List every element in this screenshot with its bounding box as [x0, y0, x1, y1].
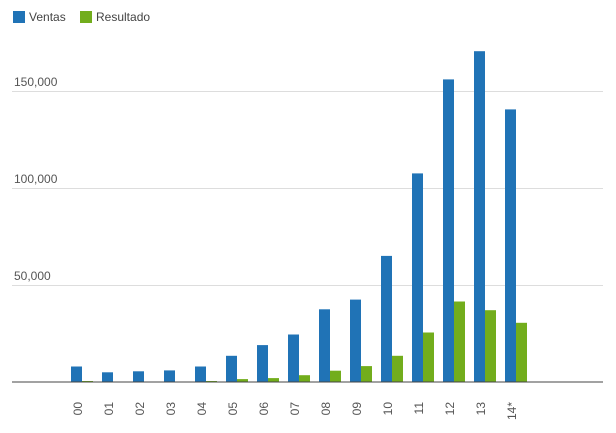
x-tick-label: 01	[102, 402, 116, 416]
x-tick-label: 08	[319, 402, 333, 416]
x-tick-label: 11	[412, 402, 426, 415]
bar-resultado-08	[330, 370, 341, 382]
bar-ventas-02	[133, 371, 144, 382]
bar-ventas-06	[257, 345, 268, 382]
bar-ventas-03	[164, 370, 175, 382]
x-tick-label: 09	[350, 402, 364, 416]
x-tick-label: 05	[226, 402, 240, 416]
bar-resultado-06	[268, 378, 279, 382]
bars	[71, 51, 527, 383]
bar-resultado-11	[423, 332, 434, 382]
bar-resultado-14*	[516, 322, 527, 382]
legend-swatch-resultado	[80, 11, 92, 23]
bar-ventas-05	[226, 355, 237, 382]
y-tick-label: 50,000	[14, 269, 51, 283]
bar-resultado-09	[361, 366, 372, 382]
bar-ventas-08	[319, 309, 330, 383]
x-tick-label: 03	[164, 402, 178, 416]
bar-ventas-13	[474, 51, 485, 382]
bar-resultado-12	[454, 301, 465, 382]
bar-ventas-11	[412, 173, 423, 382]
legend-swatch-ventas	[13, 11, 25, 23]
y-axis-ticks: 50,000 100,000 150,000	[14, 75, 58, 283]
y-tick-label: 100,000	[14, 172, 58, 186]
bar-ventas-10	[381, 255, 392, 382]
legend-label-ventas: Ventas	[29, 10, 66, 24]
bar-ventas-00	[71, 366, 82, 382]
gridlines	[12, 91, 603, 286]
y-tick-label: 150,000	[14, 75, 58, 89]
x-tick-label: 14*	[505, 402, 519, 420]
bar-ventas-04	[195, 366, 206, 382]
x-tick-label: 12	[443, 402, 457, 416]
x-tick-label: 13	[474, 402, 488, 416]
x-tick-label: 00	[71, 402, 85, 416]
x-tick-label: 07	[288, 402, 302, 416]
bar-resultado-10	[392, 355, 403, 382]
legend: Ventas Resultado	[13, 10, 150, 24]
bar-resultado-13	[485, 310, 496, 382]
bar-ventas-07	[288, 334, 299, 382]
bar-ventas-01	[102, 372, 113, 382]
x-tick-label: 04	[195, 402, 209, 416]
legend-label-resultado: Resultado	[96, 10, 150, 24]
bar-resultado-07	[299, 375, 310, 382]
bar-ventas-14*	[505, 109, 516, 383]
x-tick-label: 06	[257, 402, 271, 416]
bar-ventas-09	[350, 299, 361, 383]
x-axis-ticks: 00 01 02 03 04 05 06 07 08 09 10 11 12 13 14*	[71, 402, 519, 420]
bar-ventas-12	[443, 79, 454, 383]
bar-resultado-05	[237, 379, 248, 382]
x-tick-label: 10	[381, 402, 395, 416]
x-tick-label: 02	[133, 402, 147, 416]
